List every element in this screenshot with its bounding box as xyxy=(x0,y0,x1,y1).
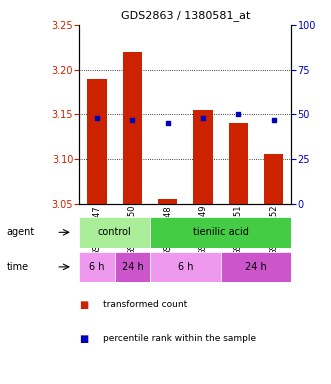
Bar xyxy=(229,123,248,204)
Text: 24 h: 24 h xyxy=(121,262,143,272)
Text: control: control xyxy=(98,227,132,237)
Point xyxy=(130,116,135,122)
Bar xyxy=(221,252,291,282)
Text: percentile rank within the sample: percentile rank within the sample xyxy=(103,334,256,343)
Bar xyxy=(79,217,150,248)
Text: 6 h: 6 h xyxy=(178,262,193,272)
Bar xyxy=(123,52,142,204)
Bar xyxy=(150,217,291,248)
Bar xyxy=(193,110,213,204)
Bar xyxy=(264,154,283,204)
Point xyxy=(94,115,100,121)
Text: time: time xyxy=(7,262,29,272)
Bar xyxy=(79,252,115,282)
Bar xyxy=(87,78,107,204)
Text: tienilic acid: tienilic acid xyxy=(193,227,249,237)
Text: transformed count: transformed count xyxy=(103,300,187,308)
Bar xyxy=(150,252,221,282)
Bar xyxy=(158,199,177,204)
Point xyxy=(236,111,241,118)
Text: agent: agent xyxy=(7,227,35,237)
Point xyxy=(165,120,170,126)
Text: 24 h: 24 h xyxy=(245,262,267,272)
Text: 6 h: 6 h xyxy=(89,262,105,272)
Text: ■: ■ xyxy=(79,334,89,344)
Point xyxy=(271,116,276,122)
Text: ■: ■ xyxy=(79,300,89,310)
Text: GDS2863 / 1380581_at: GDS2863 / 1380581_at xyxy=(121,10,250,20)
Point xyxy=(200,115,206,121)
Bar xyxy=(115,252,150,282)
